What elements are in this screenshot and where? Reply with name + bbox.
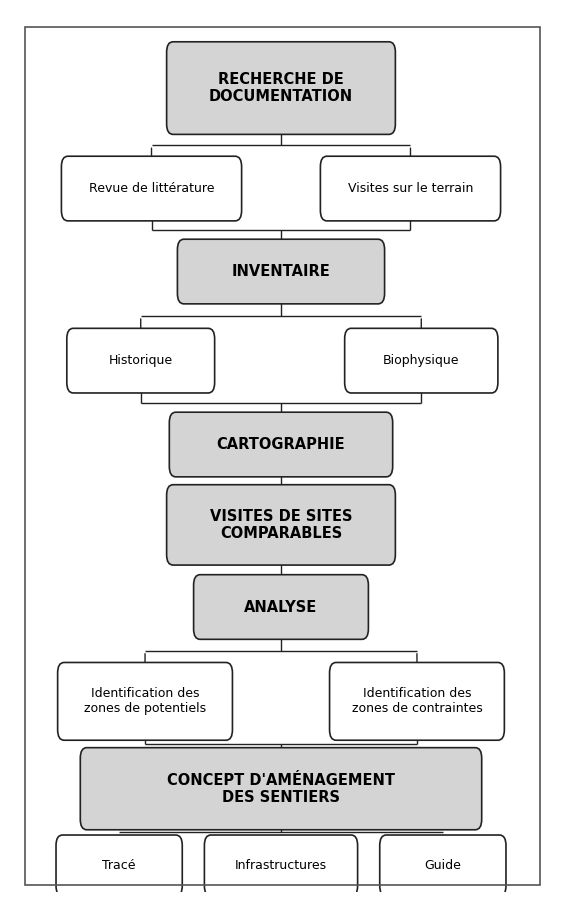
FancyBboxPatch shape bbox=[345, 329, 498, 393]
Text: Visites sur le terrain: Visites sur le terrain bbox=[348, 182, 473, 195]
Text: INVENTAIRE: INVENTAIRE bbox=[232, 264, 330, 279]
Text: Infrastructures: Infrastructures bbox=[235, 859, 327, 872]
Text: Historique: Historique bbox=[108, 354, 173, 367]
Text: CARTOGRAPHIE: CARTOGRAPHIE bbox=[217, 437, 345, 452]
Text: Guide: Guide bbox=[424, 859, 461, 872]
FancyBboxPatch shape bbox=[166, 485, 396, 565]
FancyBboxPatch shape bbox=[329, 662, 504, 740]
FancyBboxPatch shape bbox=[166, 42, 396, 135]
Text: VISITES DE SITES
COMPARABLES: VISITES DE SITES COMPARABLES bbox=[210, 509, 352, 541]
FancyBboxPatch shape bbox=[205, 835, 357, 896]
FancyBboxPatch shape bbox=[193, 575, 369, 640]
FancyBboxPatch shape bbox=[169, 412, 393, 477]
Text: Revue de littérature: Revue de littérature bbox=[89, 182, 214, 195]
Text: RECHERCHE DE
DOCUMENTATION: RECHERCHE DE DOCUMENTATION bbox=[209, 72, 353, 105]
FancyBboxPatch shape bbox=[58, 662, 233, 740]
Text: Tracé: Tracé bbox=[102, 859, 136, 872]
Text: Biophysique: Biophysique bbox=[383, 354, 460, 367]
Text: ANALYSE: ANALYSE bbox=[244, 600, 318, 614]
FancyBboxPatch shape bbox=[67, 329, 215, 393]
Text: Identification des
zones de potentiels: Identification des zones de potentiels bbox=[84, 687, 206, 715]
FancyBboxPatch shape bbox=[380, 835, 506, 896]
FancyBboxPatch shape bbox=[80, 748, 482, 830]
FancyBboxPatch shape bbox=[178, 239, 384, 304]
Text: Identification des
zones de contraintes: Identification des zones de contraintes bbox=[352, 687, 482, 715]
FancyBboxPatch shape bbox=[56, 835, 182, 896]
Text: CONCEPT D'AMÉNAGEMENT
DES SENTIERS: CONCEPT D'AMÉNAGEMENT DES SENTIERS bbox=[167, 773, 395, 805]
FancyBboxPatch shape bbox=[61, 157, 242, 221]
FancyBboxPatch shape bbox=[320, 157, 501, 221]
